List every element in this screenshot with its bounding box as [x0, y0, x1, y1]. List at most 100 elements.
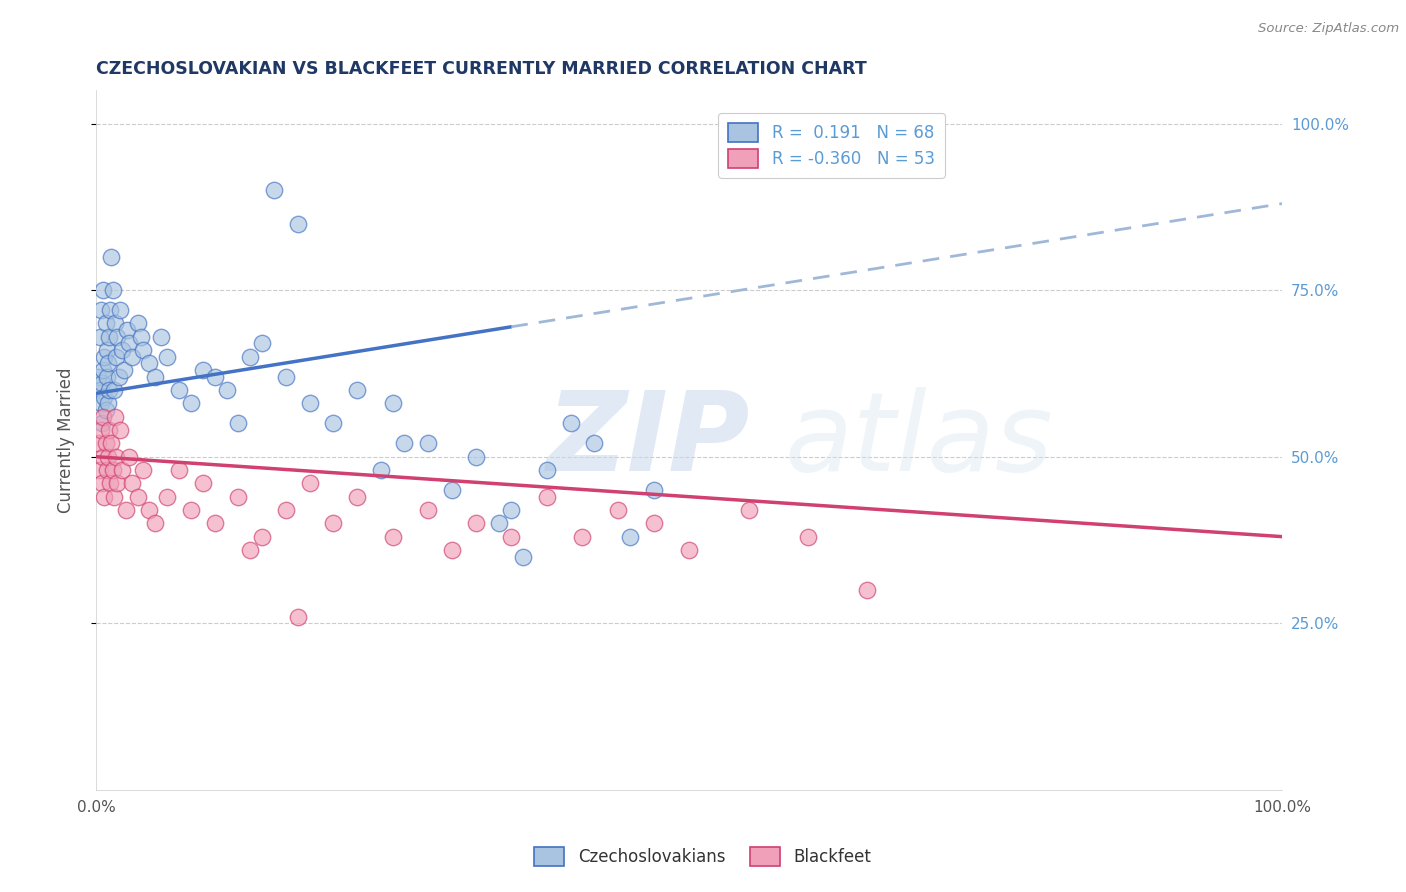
Point	[94, 436, 117, 450]
Point	[103, 490, 125, 504]
Point	[118, 450, 141, 464]
Point	[274, 503, 297, 517]
Point	[91, 363, 114, 377]
Point	[191, 476, 214, 491]
Point	[440, 483, 463, 497]
Point	[98, 330, 121, 344]
Point	[96, 463, 118, 477]
Point	[346, 383, 368, 397]
Point	[418, 436, 440, 450]
Point	[91, 283, 114, 297]
Point	[114, 363, 136, 377]
Point	[464, 450, 486, 464]
Point	[98, 423, 121, 437]
Point	[180, 503, 202, 517]
Point	[132, 463, 155, 477]
Point	[107, 369, 129, 384]
Text: ZIP: ZIP	[547, 386, 751, 493]
Point	[156, 350, 179, 364]
Point	[91, 376, 114, 391]
Point	[90, 396, 112, 410]
Point	[94, 403, 117, 417]
Point	[204, 369, 226, 384]
Point	[91, 450, 114, 464]
Point	[91, 476, 114, 491]
Point	[93, 350, 115, 364]
Point	[96, 369, 118, 384]
Point	[87, 369, 110, 384]
Point	[105, 330, 128, 344]
Point	[464, 516, 486, 531]
Point	[105, 476, 128, 491]
Point	[239, 350, 262, 364]
Point	[127, 490, 149, 504]
Point	[121, 476, 143, 491]
Legend: R =  0.191   N = 68, R = -0.360   N = 53: R = 0.191 N = 68, R = -0.360 N = 53	[718, 112, 945, 178]
Point	[111, 463, 134, 477]
Point	[89, 330, 111, 344]
Point	[250, 336, 273, 351]
Point	[215, 383, 238, 397]
Point	[104, 317, 127, 331]
Point	[143, 516, 166, 531]
Text: Source: ZipAtlas.com: Source: ZipAtlas.com	[1258, 22, 1399, 36]
Point	[132, 343, 155, 357]
Point	[129, 330, 152, 344]
Point	[737, 503, 759, 517]
Point	[560, 417, 582, 431]
Point	[322, 417, 344, 431]
Point	[94, 317, 117, 331]
Point	[571, 530, 593, 544]
Point	[150, 330, 173, 344]
Point	[114, 503, 136, 517]
Point	[381, 530, 404, 544]
Point	[105, 450, 128, 464]
Point	[91, 417, 114, 431]
Point	[93, 490, 115, 504]
Point	[228, 417, 250, 431]
Point	[856, 582, 879, 597]
Point	[287, 217, 309, 231]
Point	[115, 323, 138, 337]
Point	[101, 283, 124, 297]
Point	[97, 450, 120, 464]
Point	[97, 356, 120, 370]
Point	[228, 490, 250, 504]
Point	[643, 516, 665, 531]
Point	[619, 530, 641, 544]
Point	[512, 549, 534, 564]
Point	[678, 543, 700, 558]
Point	[643, 483, 665, 497]
Point	[156, 490, 179, 504]
Point	[89, 383, 111, 397]
Point	[346, 490, 368, 504]
Point	[797, 530, 820, 544]
Point	[167, 463, 190, 477]
Point	[536, 490, 558, 504]
Text: atlas: atlas	[785, 386, 1053, 493]
Text: CZECHOSLOVAKIAN VS BLACKFEET CURRENTLY MARRIED CORRELATION CHART: CZECHOSLOVAKIAN VS BLACKFEET CURRENTLY M…	[96, 60, 866, 78]
Point	[100, 250, 122, 264]
Point	[250, 530, 273, 544]
Point	[298, 396, 321, 410]
Point	[370, 463, 392, 477]
Point	[191, 363, 214, 377]
Point	[287, 609, 309, 624]
Point	[104, 409, 127, 424]
Point	[111, 343, 134, 357]
Point	[100, 436, 122, 450]
Point	[121, 350, 143, 364]
Point	[138, 503, 160, 517]
Point	[418, 503, 440, 517]
Point	[103, 383, 125, 397]
Point	[138, 356, 160, 370]
Point	[98, 383, 121, 397]
Point	[501, 503, 523, 517]
Point	[108, 423, 131, 437]
Point	[89, 463, 111, 477]
Point	[167, 383, 190, 397]
Point	[98, 476, 121, 491]
Point	[87, 436, 110, 450]
Point	[101, 463, 124, 477]
Point	[96, 343, 118, 357]
